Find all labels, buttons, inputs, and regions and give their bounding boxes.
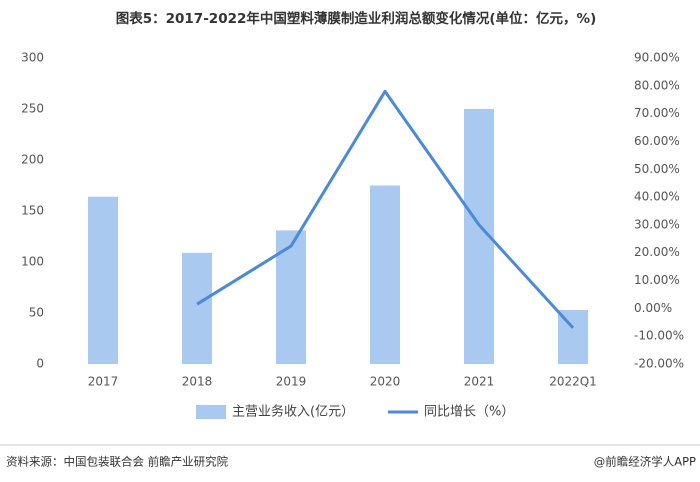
y2-tick-label: 70.00% (634, 106, 680, 120)
y2-tick-label: 30.00% (634, 217, 680, 231)
y2-tick-label: 60.00% (634, 134, 680, 148)
y-tick-label: 300 (21, 51, 44, 65)
y-tick-label: 250 (21, 102, 44, 116)
x-tick-label: 2020 (370, 375, 401, 389)
credit: @前瞻经济学人APP (594, 455, 696, 469)
bar (276, 230, 306, 364)
legend-label: 同比增长（%） (424, 405, 514, 420)
y2-tick-label: -10.00% (634, 329, 684, 343)
y2-tick-label: 0.00% (634, 301, 672, 315)
y-tick-label: 100 (21, 255, 44, 269)
x-tick-label: 2019 (276, 375, 307, 389)
x-tick-label: 2018 (182, 375, 213, 389)
y2-tick-label: 80.00% (634, 78, 680, 92)
y2-tick-label: 10.00% (634, 273, 680, 287)
x-tick-label: 2021 (464, 375, 495, 389)
y2-tick-label: -20.00% (634, 357, 684, 371)
x-tick-label: 2022Q1 (549, 375, 597, 389)
line (196, 89, 575, 329)
y-tick-label: 50 (29, 306, 44, 320)
y-tick-label: 150 (21, 204, 44, 218)
y2-tick-label: 50.00% (634, 162, 680, 176)
y-tick-label: 200 (21, 153, 44, 167)
y2-tick-label: 90.00% (634, 51, 680, 65)
y2-tick-label: 20.00% (634, 245, 680, 259)
bar (88, 196, 118, 364)
bar (370, 185, 400, 364)
source: 资料来源：中国包装联合会 前瞻产业研究院 (6, 455, 229, 469)
bar (182, 252, 212, 364)
y2-tick-label: 40.00% (634, 190, 680, 204)
chart-title: 图表5：2017-2022年中国塑料薄膜制造业利润总额变化情况(单位：亿元，%) (116, 10, 597, 27)
legend-swatch (196, 405, 226, 419)
y-tick-label: 0 (36, 357, 44, 371)
x-tick-label: 2017 (88, 375, 119, 389)
legend-label: 主营业务收入(亿元） (232, 404, 354, 420)
